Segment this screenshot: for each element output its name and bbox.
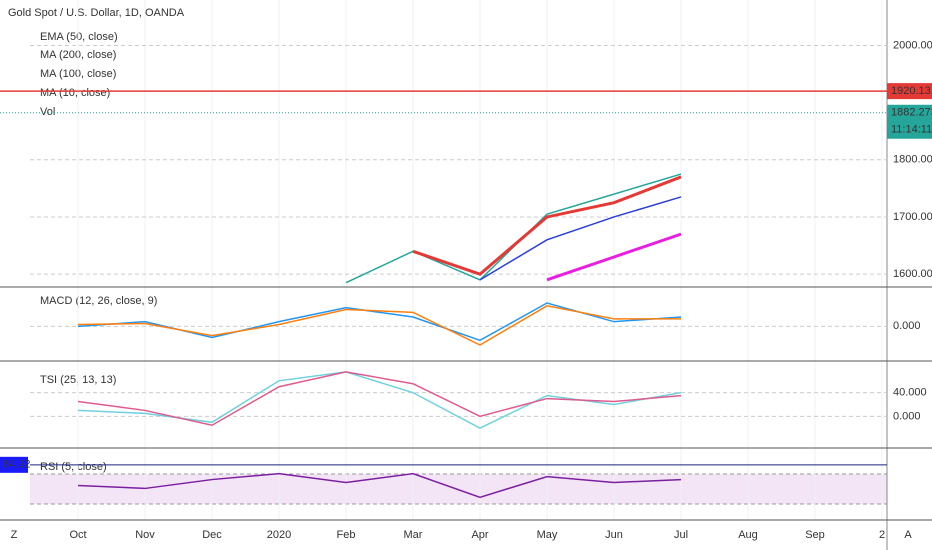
x-tick-label: 2	[879, 529, 885, 541]
series-line	[479, 196, 682, 281]
legend-ema50: EMA (50, close)	[40, 31, 118, 43]
x-tick-label: 2020	[267, 529, 291, 541]
x-tick-label: Aug	[738, 529, 758, 541]
series-line	[412, 175, 682, 276]
last-price-label: 1882.273	[891, 107, 932, 119]
price-line-box	[887, 83, 932, 100]
x-tick-label: Apr	[471, 529, 488, 541]
main-title: Gold Spot / U.S. Dollar, 1D, OANDA	[8, 7, 185, 19]
macd-title: MACD (12, 26, close, 9)	[40, 295, 157, 307]
x-tick-label: Mar	[404, 529, 423, 541]
price-line-label: 1920.131	[891, 85, 932, 97]
y-tick-label: 1700.000	[893, 211, 932, 223]
series-line	[77, 472, 682, 499]
series-line	[77, 305, 681, 346]
x-tick-label: Sep	[805, 529, 825, 541]
z-button[interactable]: Z	[11, 529, 18, 541]
x-tick-label: Nov	[135, 529, 155, 541]
last-price-box	[887, 104, 932, 139]
x-tick-label: Jun	[605, 529, 623, 541]
series-line	[546, 232, 682, 282]
series-line	[77, 371, 682, 427]
x-tick-label: Dec	[202, 529, 222, 541]
legend-ma10: MA (10, close)	[40, 87, 110, 99]
y-tick-label: 1800.000	[893, 154, 932, 166]
rsi-title: RSI (5, close)	[40, 461, 107, 473]
y-tick-label: 2000.000	[893, 39, 932, 51]
x-tick-label: Jul	[674, 529, 688, 541]
y-tick-label: 0.000	[893, 410, 921, 422]
rsi-value-box	[0, 456, 28, 473]
rsi-value-label: 84.92	[3, 459, 31, 471]
legend-vol: Vol	[40, 106, 55, 118]
x-tick-label: May	[537, 529, 558, 541]
x-tick-label: Oct	[69, 529, 86, 541]
countdown: 11:14:11	[891, 124, 932, 136]
y-tick-label: 40.000	[893, 387, 927, 399]
y-tick-label: 0.000	[893, 320, 921, 332]
y-tick-label: 1600.000	[893, 268, 932, 280]
a-button[interactable]: A	[904, 529, 912, 541]
x-tick-label: Feb	[337, 529, 356, 541]
